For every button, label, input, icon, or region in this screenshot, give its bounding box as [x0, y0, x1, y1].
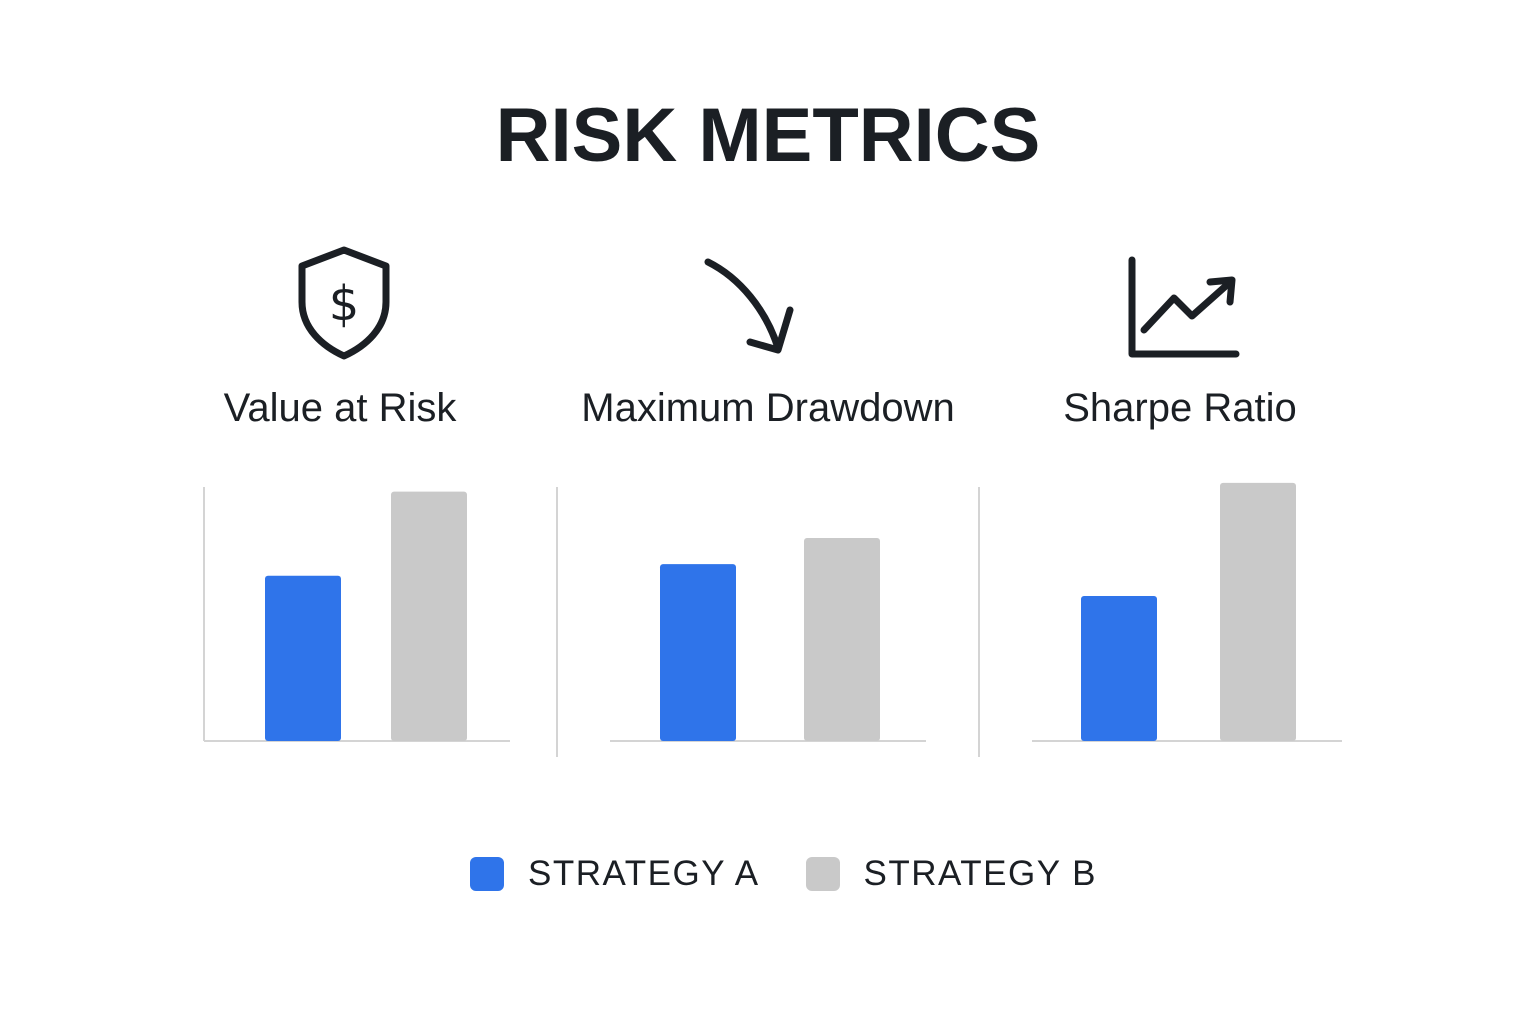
bar-maximum-drawdown-strategy-a [660, 564, 736, 741]
down-curve-arrow-icon [704, 258, 794, 354]
legend-swatch-strategy-b [805, 857, 840, 891]
bar-sharpe-ratio-strategy-a [1081, 596, 1157, 741]
metric-label-maximum-drawdown: Maximum Drawdown [581, 386, 955, 430]
legend: STRATEGY A STRATEGY B [470, 852, 1097, 896]
legend-label-strategy-b: STRATEGY B [863, 854, 1098, 893]
bar-sharpe-ratio-strategy-b [1220, 482, 1296, 741]
page-title: RISK METRICS [495, 93, 1041, 178]
line-chart-up-icon [1128, 256, 1240, 358]
shield-dollar-icon: $ [298, 246, 390, 360]
metric-label-value-at-risk: Value at Risk [223, 386, 457, 430]
metric-label-sharpe-ratio: Sharpe Ratio [1063, 386, 1297, 430]
bar-value-at-risk-strategy-a [265, 575, 341, 741]
legend-swatch-strategy-a [470, 857, 504, 891]
bar-maximum-drawdown-strategy-b [804, 538, 880, 741]
svg-text:$: $ [329, 276, 360, 332]
legend-label-strategy-a: STRATEGY A [528, 854, 760, 893]
bar-value-at-risk-strategy-b [391, 491, 467, 741]
